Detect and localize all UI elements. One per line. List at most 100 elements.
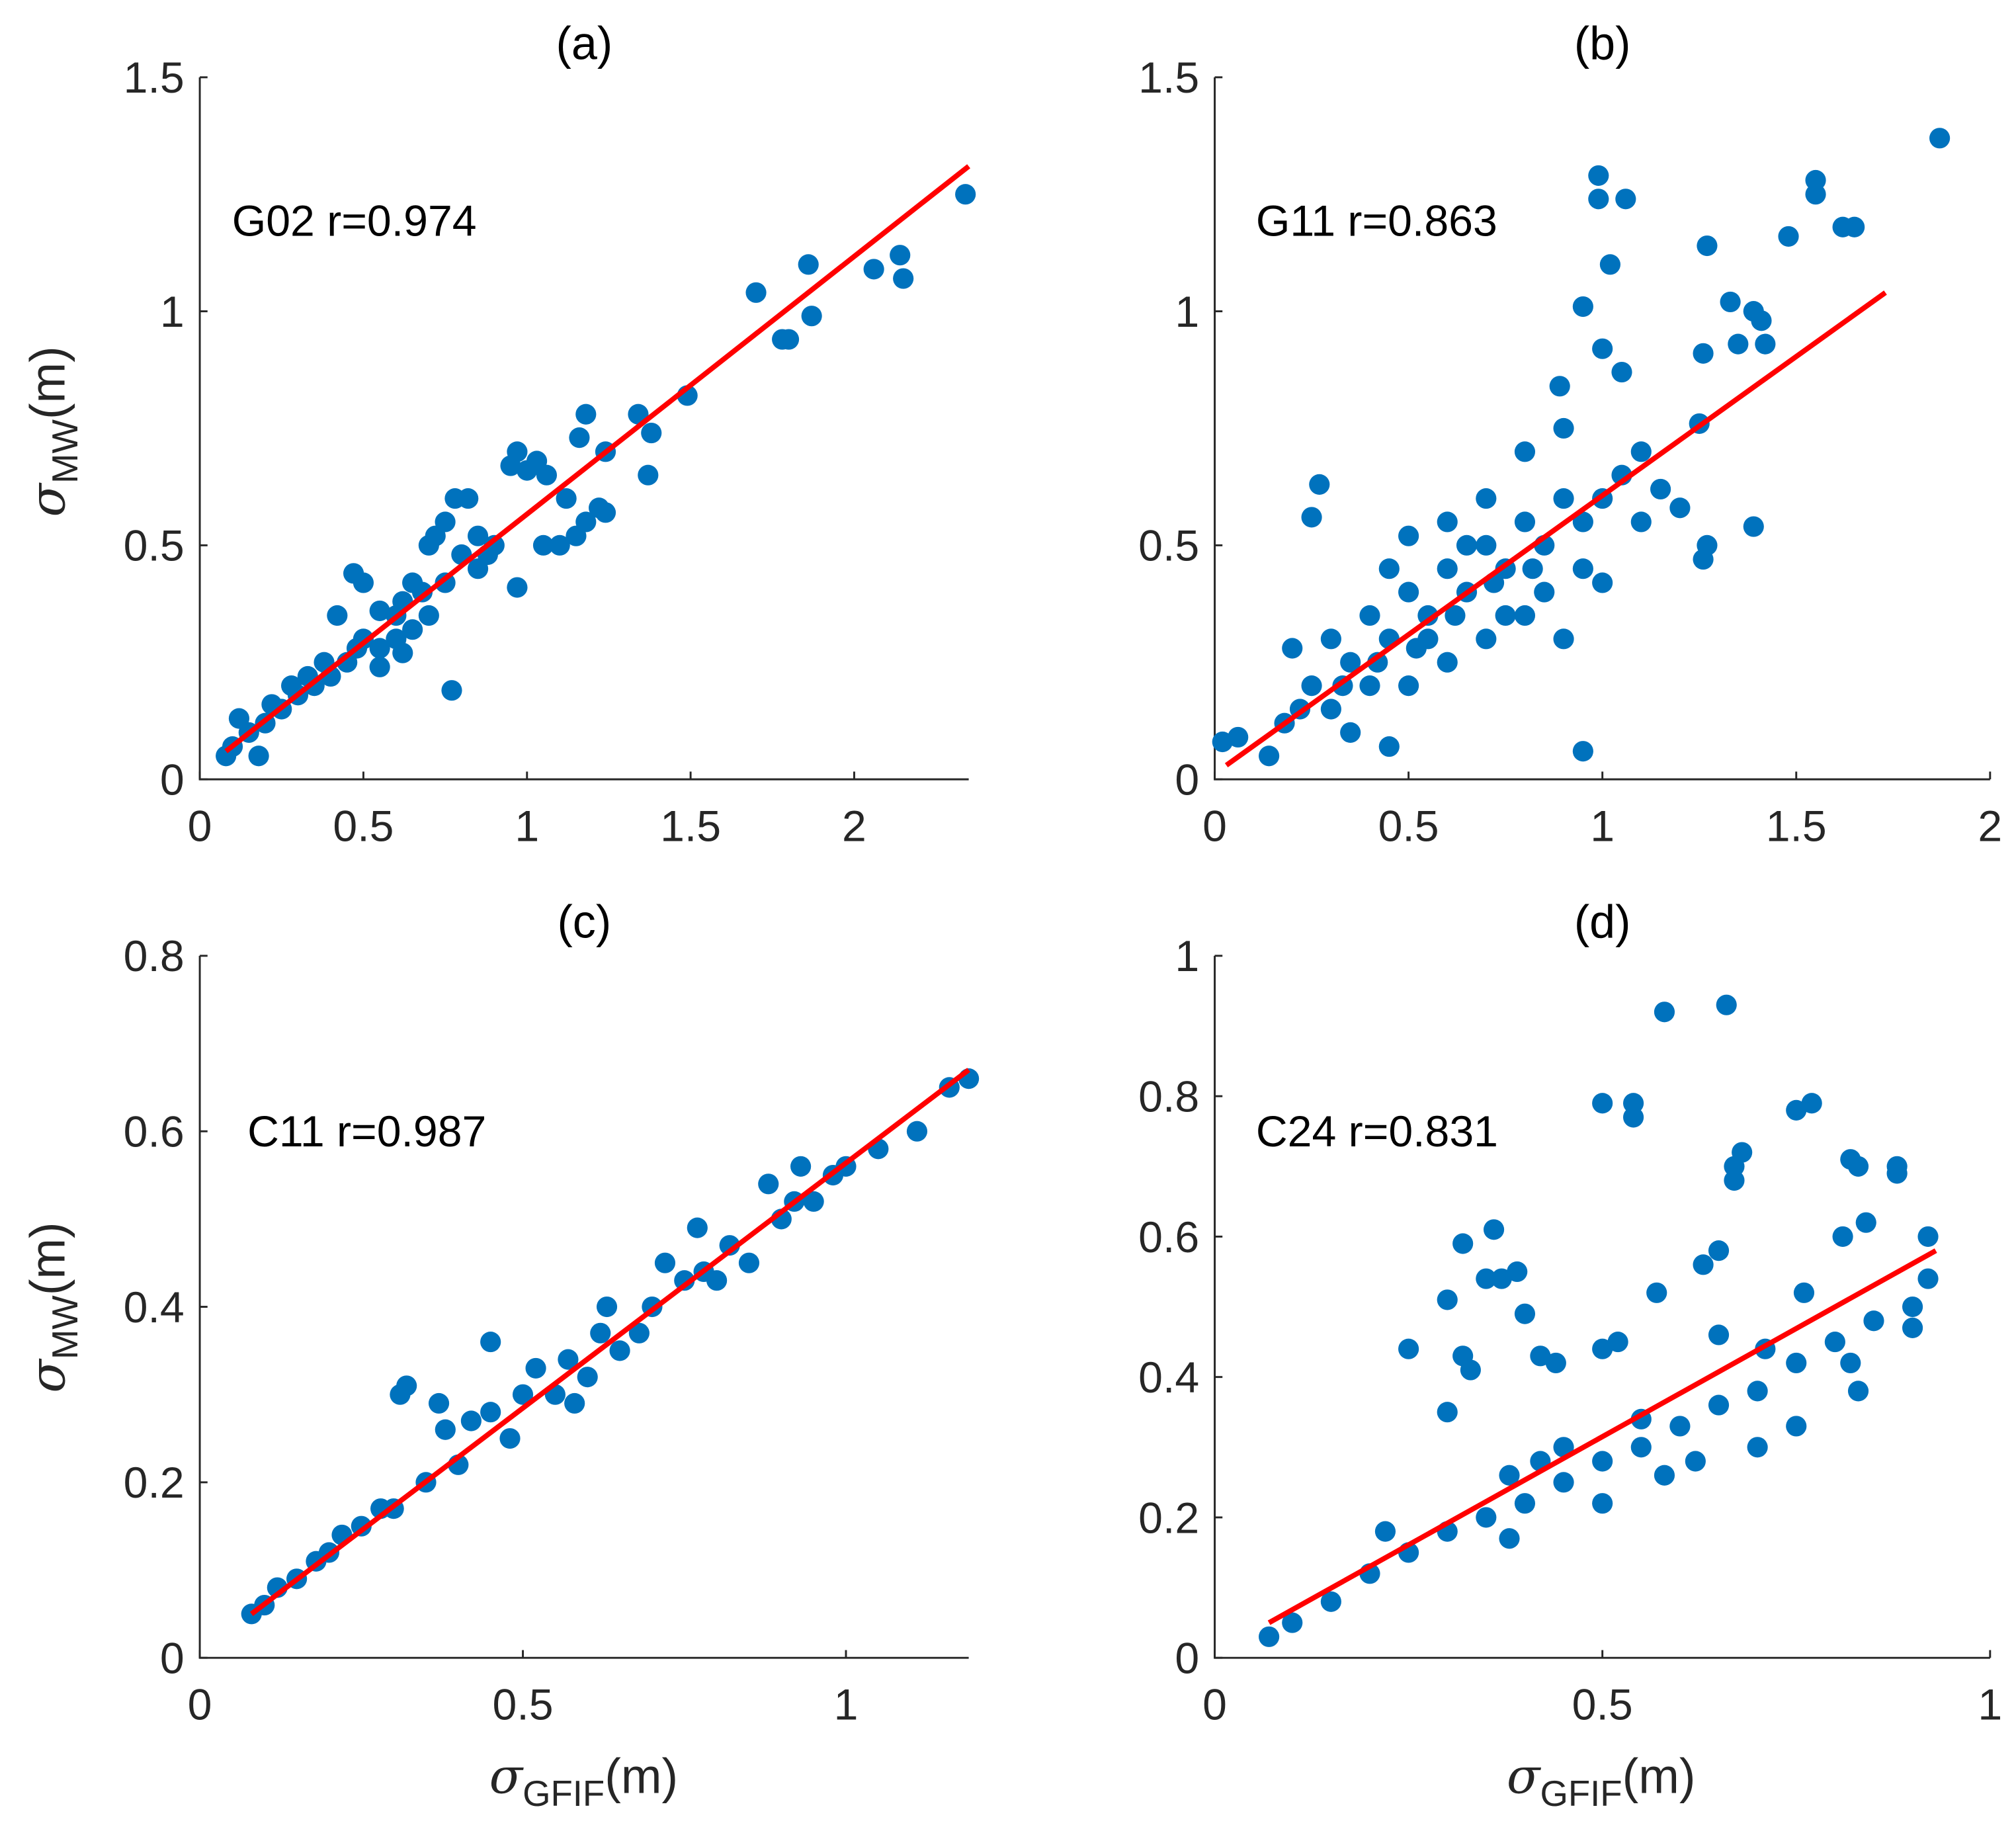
x-tick-label: 0 [1202, 802, 1227, 851]
data-point [525, 1357, 546, 1379]
data-point [1499, 1528, 1520, 1549]
data-point [1630, 441, 1652, 462]
data-point [1824, 1332, 1845, 1353]
data-point [1592, 1451, 1613, 1472]
scatter-panel-b: 0 0.5 1 1.5 2 0 0.5 1 1.5 (b) G11 r=0.863 [1138, 18, 2002, 851]
data-point [1491, 1268, 1512, 1289]
data-point [1320, 1591, 1341, 1612]
data-point [1743, 516, 1764, 537]
x-tick-label: 0.5 [1572, 1681, 1633, 1730]
y-tick-label: 0.2 [1138, 1494, 1199, 1543]
data-point [1886, 1163, 1908, 1184]
data-point [1902, 1317, 1923, 1338]
data-point [1646, 1282, 1667, 1303]
data-point [1495, 605, 1516, 626]
data-point [1592, 1493, 1613, 1514]
data-point [596, 1296, 618, 1318]
scatter-panel-c: 0 0.5 1 0 0.2 0.4 0.6 0.8 (c) C11 r=0.987 [124, 896, 980, 1730]
y-tick-label: 0.2 [124, 1459, 185, 1508]
data-point [411, 581, 433, 603]
data-point [790, 1156, 812, 1177]
y-tick-label: 0.4 [124, 1283, 185, 1332]
data-point [1320, 699, 1341, 720]
y-axis-label-top: σMW(m) [20, 346, 85, 517]
data-point [558, 1349, 579, 1370]
y-tick-label: 1 [1175, 288, 1199, 337]
data-point [1669, 1416, 1691, 1437]
y-tick-label: 0.6 [1138, 1213, 1199, 1262]
fit-line [224, 164, 971, 753]
data-point [628, 1322, 650, 1343]
data-point [1572, 558, 1593, 579]
data-point [1685, 1451, 1706, 1472]
data-point [1530, 1345, 1551, 1367]
data-point [1374, 1521, 1396, 1542]
data-point [1417, 605, 1439, 626]
data-point [955, 184, 976, 205]
data-point [1572, 511, 1593, 533]
x-tick-label: 1 [1590, 802, 1615, 851]
data-point [327, 605, 348, 626]
data-point [1398, 675, 1419, 697]
data-point [441, 680, 462, 701]
data-point [1793, 1282, 1815, 1303]
axis-lines [1214, 955, 1990, 1659]
panel-title: (c) [557, 896, 611, 948]
data-point [1588, 165, 1609, 186]
data-point [575, 511, 597, 533]
data-point [402, 619, 423, 640]
data-point [1917, 1268, 1939, 1289]
data-point [1452, 1233, 1474, 1254]
data-point [532, 534, 554, 556]
data-point [575, 404, 597, 425]
x-tick-label: 0 [1202, 1681, 1227, 1730]
data-point [1553, 1437, 1574, 1458]
y-tick-label: 0.6 [124, 1108, 185, 1157]
data-point [803, 1191, 824, 1212]
data-point [1367, 652, 1388, 673]
data-point [641, 422, 662, 444]
scatter-panel-a: 0 0.5 1 1.5 2 0 0.5 1 1.5 (a) G02 r=0.974 [124, 18, 976, 851]
data-point [1553, 1472, 1574, 1493]
data-point [1693, 1254, 1714, 1275]
data-point [1212, 731, 1233, 753]
data-point [1259, 746, 1280, 767]
y-tick-label: 0.5 [1138, 522, 1199, 571]
data-point [906, 1121, 928, 1142]
data-point [1708, 1324, 1730, 1345]
data-point [1359, 605, 1380, 626]
data-point [1309, 474, 1330, 495]
data-point [609, 1340, 630, 1361]
data-point [369, 600, 390, 621]
data-point [1514, 605, 1536, 626]
data-point [1847, 1156, 1869, 1177]
data-point [390, 1384, 411, 1405]
data-point [1747, 1437, 1768, 1458]
data-point [1549, 376, 1570, 397]
data-point [526, 450, 548, 472]
x-axis-label-left: σGFIF(m) [489, 1748, 679, 1814]
data-point [1398, 581, 1419, 603]
data-point [1228, 726, 1249, 748]
x-tick-label: 0.5 [493, 1681, 554, 1730]
svg-text:σGFIF(m): σGFIF(m) [489, 1748, 679, 1814]
data-point [1553, 488, 1574, 509]
scatter-panel-d: 0 0.5 1 0 0.2 0.4 0.6 0.8 1 (d) C24 r=0.831 [1138, 896, 2002, 1730]
data-point [1398, 525, 1419, 546]
data-point [893, 268, 914, 289]
data-point [1282, 1612, 1303, 1633]
data-point [1514, 511, 1536, 533]
data-point [369, 638, 390, 659]
data-point [1847, 1381, 1869, 1402]
data-point [1607, 1332, 1628, 1353]
data-point [745, 282, 767, 303]
data-point [1282, 638, 1303, 659]
data-points [216, 184, 976, 767]
data-point [758, 1173, 779, 1195]
data-point [1359, 675, 1380, 697]
data-point [798, 254, 819, 275]
data-point [1654, 1002, 1675, 1023]
data-point [1522, 558, 1543, 579]
data-point [1693, 549, 1714, 570]
data-point [1622, 1093, 1644, 1114]
